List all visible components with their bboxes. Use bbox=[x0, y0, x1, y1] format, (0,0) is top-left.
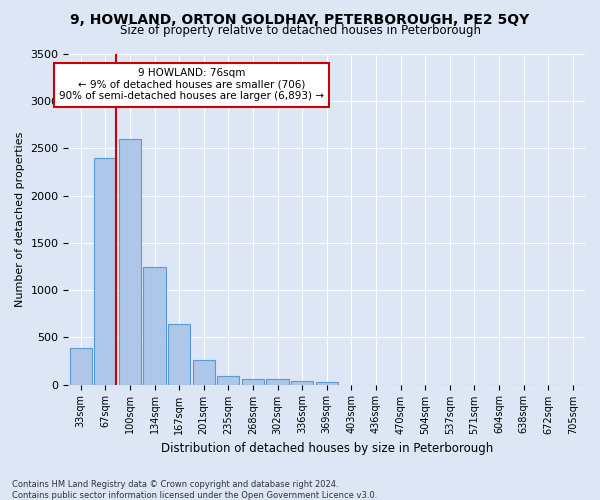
Bar bbox=[242, 379, 264, 384]
X-axis label: Distribution of detached houses by size in Peterborough: Distribution of detached houses by size … bbox=[161, 442, 493, 455]
Text: Contains HM Land Registry data © Crown copyright and database right 2024.
Contai: Contains HM Land Registry data © Crown c… bbox=[12, 480, 377, 500]
Bar bbox=[168, 324, 190, 384]
Text: 9, HOWLAND, ORTON GOLDHAY, PETERBOROUGH, PE2 5QY: 9, HOWLAND, ORTON GOLDHAY, PETERBOROUGH,… bbox=[70, 12, 530, 26]
Bar bbox=[266, 380, 289, 384]
Text: Size of property relative to detached houses in Peterborough: Size of property relative to detached ho… bbox=[119, 24, 481, 37]
Bar bbox=[143, 266, 166, 384]
Bar bbox=[193, 360, 215, 384]
Bar bbox=[119, 139, 141, 384]
Y-axis label: Number of detached properties: Number of detached properties bbox=[15, 132, 25, 307]
Bar bbox=[70, 348, 92, 385]
Bar bbox=[94, 158, 116, 384]
Bar bbox=[217, 376, 239, 384]
Bar bbox=[291, 381, 313, 384]
Bar bbox=[316, 382, 338, 384]
Text: 9 HOWLAND: 76sqm
← 9% of detached houses are smaller (706)
90% of semi-detached : 9 HOWLAND: 76sqm ← 9% of detached houses… bbox=[59, 68, 324, 102]
